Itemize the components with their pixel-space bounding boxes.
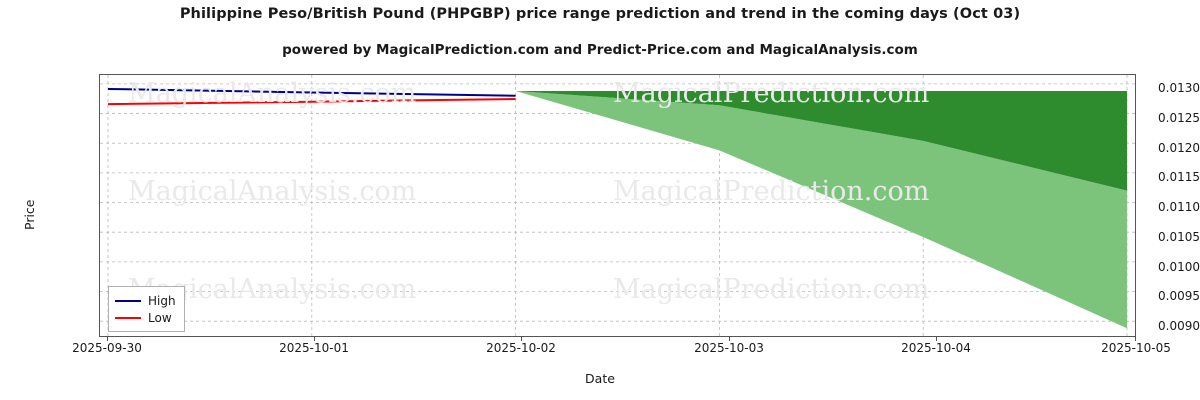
legend-item-low: Low: [115, 309, 176, 326]
x-tick-mark-4: [936, 337, 937, 341]
forecast-band-light: [515, 91, 1127, 329]
x-tick-label-1: 2025-10-01: [279, 341, 349, 355]
y-tick-label-2: 0.0100: [1158, 260, 1200, 274]
series-line-high: [107, 87, 516, 97]
x-tick-mark-2: [521, 337, 522, 341]
x-axis-label: Date: [585, 371, 615, 386]
legend-swatch-high: [115, 299, 141, 302]
chart-legend: High Low: [108, 286, 185, 332]
forecast-band-dark: [515, 91, 1127, 191]
chart-title: Philippine Peso/British Pound (PHPGBP) p…: [179, 6, 1021, 22]
x-tick-label-2: 2025-10-02: [486, 341, 556, 355]
y-tick-label-7: 0.0125: [1158, 111, 1200, 125]
x-tick-label-0: 2025-09-30: [72, 341, 142, 355]
plot-svg: [100, 75, 1135, 336]
legend-label-low: Low: [148, 310, 172, 325]
y-tick-label-1: 0.0095: [1158, 289, 1200, 303]
y-tick-label-5: 0.0115: [1158, 170, 1200, 184]
x-tick-label-3: 2025-10-03: [694, 341, 764, 355]
y-tick-label-4: 0.0110: [1158, 200, 1200, 214]
x-tick-mark-3: [729, 337, 730, 341]
y-tick-label-8: 0.0130: [1158, 81, 1200, 95]
x-tick-mark-5: [1135, 337, 1136, 341]
x-tick-mark-1: [314, 337, 315, 341]
x-tick-mark-0: [107, 337, 108, 341]
y-tick-label-0: 0.0090: [1158, 319, 1200, 333]
chart-subtitle: powered by MagicalPrediction.com and Pre…: [282, 42, 918, 58]
series-line-low: [107, 98, 516, 106]
legend-label-high: High: [148, 293, 176, 308]
plot-area: [99, 74, 1136, 337]
y-axis-label: Price: [22, 199, 37, 231]
legend-item-high: High: [115, 292, 176, 309]
legend-swatch-low: [115, 316, 141, 319]
x-tick-label-5: 2025-10-05: [1101, 341, 1171, 355]
y-tick-label-3: 0.0105: [1158, 230, 1200, 244]
y-tick-label-6: 0.0120: [1158, 141, 1200, 155]
x-tick-label-4: 2025-10-04: [901, 341, 971, 355]
